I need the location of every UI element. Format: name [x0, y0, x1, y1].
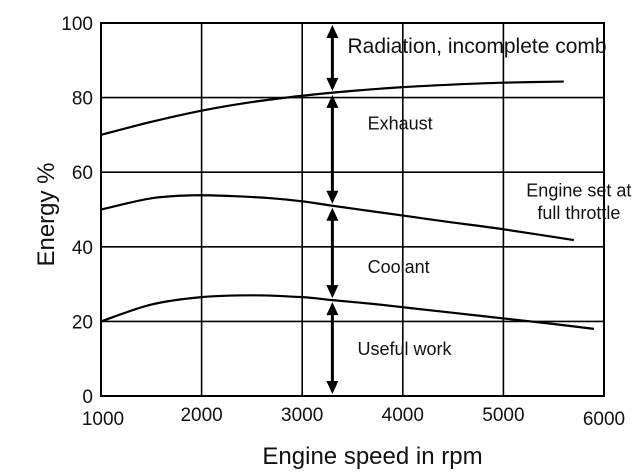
series-line-1 [100, 80, 564, 136]
annotation-label: Useful work [358, 339, 453, 359]
x-tick-label: 1000 [82, 409, 124, 430]
arrow-head [326, 381, 339, 394]
x-tick-label: 5000 [482, 405, 524, 426]
x-tick-label: 4000 [382, 405, 424, 426]
arrow-head [326, 77, 339, 91]
x-axis-label: Engine speed in rpm [262, 443, 482, 470]
series-lines [100, 80, 595, 330]
y-tick-labels: 0 20 40 60 80 100 [61, 14, 93, 408]
energy-arrows [326, 25, 339, 394]
y-tick-label: 60 [72, 163, 93, 184]
y-tick-label: 100 [61, 14, 93, 35]
x-tick-label: 6000 [583, 409, 625, 430]
y-tick-label: 80 [72, 89, 93, 110]
arrow-head [326, 207, 339, 221]
annotation-label: Radiation, incomplete comb [347, 35, 606, 58]
arrow-head [326, 285, 339, 299]
annotation-label: Coolant [368, 257, 430, 277]
arrow-head [326, 190, 339, 204]
y-tick-label: 40 [72, 238, 93, 259]
series-line-2 [100, 194, 574, 242]
arrow-head [326, 25, 339, 38]
x-tick-label: 2000 [180, 405, 222, 426]
annotation-label: Engine set at [526, 180, 631, 200]
arrow-head [326, 302, 339, 316]
y-tick-label: 20 [72, 312, 93, 333]
annotation-label: full throttle [537, 203, 620, 223]
series-line-3 [100, 294, 595, 330]
y-axis-label: Energy % [33, 162, 60, 266]
arrow-head [326, 94, 339, 108]
y-tick-label: 0 [82, 387, 93, 408]
x-tick-labels: 1000 2000 3000 4000 5000 6000 [82, 405, 625, 430]
x-tick-label: 3000 [281, 405, 323, 426]
annotation-label: Exhaust [368, 113, 433, 133]
grid [100, 22, 605, 397]
annotations: Radiation, incomplete comb Exhaust Engine … [347, 35, 631, 359]
